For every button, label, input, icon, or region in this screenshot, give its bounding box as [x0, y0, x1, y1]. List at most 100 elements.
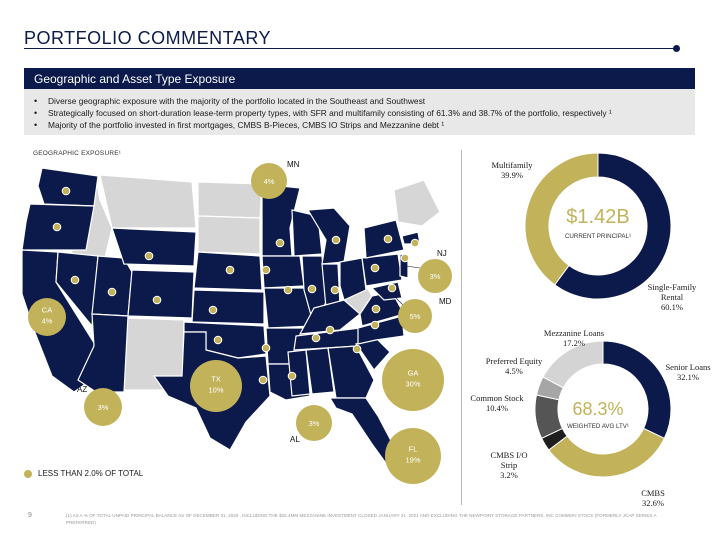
donut2-label-senior: Senior Loans 32.1% — [665, 362, 711, 382]
bubble-ca — [28, 298, 66, 336]
bubble-ga — [382, 349, 444, 411]
dot-wyoming — [144, 251, 154, 261]
state-north-carolina — [357, 315, 405, 345]
dot-missouri — [283, 285, 293, 295]
dot-north-carolina — [370, 320, 380, 330]
state-label-al: AL — [290, 435, 300, 444]
dot-massachusetts — [410, 238, 420, 248]
legend-label: LESS THAN 2.0% OF TOTAL — [38, 469, 144, 478]
dot-tennessee — [325, 325, 335, 335]
dot-indiana — [307, 284, 317, 294]
donut2-label-cmbs: CMBS 32.6% — [641, 488, 665, 508]
state-pennsylvania — [361, 253, 403, 287]
donut2-center-label: WEIGHTED AVG LTV¹ — [567, 423, 629, 430]
bubble-label-mn: 4% — [264, 177, 275, 186]
donut2-label-common: Common Stock 10.4% — [470, 393, 524, 413]
dot-wisconsin — [311, 333, 321, 343]
bubble-fl — [385, 428, 441, 484]
map-legend: LESS THAN 2.0% OF TOTAL — [24, 469, 143, 478]
state-label-mn: MN — [287, 160, 300, 169]
dot-iowa — [261, 265, 271, 275]
bullet-item: Diverse geographic exposure with the maj… — [34, 95, 685, 107]
dot-ohio — [330, 285, 340, 295]
page-title: PORTFOLIO COMMENTARY — [24, 28, 272, 48]
dot-pennsylvania — [370, 263, 380, 273]
dot-oregon — [52, 222, 62, 232]
state-new-england — [393, 179, 441, 227]
bubble-label-fl: FL 19% — [405, 445, 420, 465]
donut1-label-sfr: Single-Family Rental 60.1% — [647, 282, 697, 312]
state-nevada — [55, 251, 99, 328]
dot-arkansas — [261, 343, 271, 353]
bubble-label-ga: GA 30% — [405, 369, 420, 389]
donut2-label-mezzanine: Mezzanine Loans 17.2% — [543, 328, 605, 348]
dot-kentucky — [352, 344, 362, 354]
dot-colorado — [152, 295, 162, 305]
dot-illinois — [287, 371, 297, 381]
dot-utah — [107, 287, 117, 297]
bubble-az — [84, 388, 122, 426]
state-colorado — [127, 269, 195, 319]
bullet-item: Majority of the portfolio invested in fi… — [34, 119, 685, 131]
state-kentucky — [298, 299, 361, 335]
dot-oklahoma — [213, 335, 223, 345]
bubble-nj — [418, 259, 452, 293]
bubble-label-tx: TX 10% — [208, 375, 223, 395]
small-holding-dots — [52, 186, 420, 385]
section-banner: Geographic and Asset Type Exposure — [24, 68, 695, 89]
state-abbreviations: MN NJ MD AZ AL — [77, 160, 452, 444]
bubble-mn — [251, 163, 287, 199]
bubble-label-nj: 3% — [430, 272, 441, 281]
bubble-label-al: 3% — [309, 419, 320, 428]
state-utah — [91, 255, 133, 317]
state-georgia — [327, 345, 375, 399]
dot-nevada — [70, 275, 80, 285]
donut2-center-value: 68.3% — [572, 399, 624, 419]
legend-dot-icon — [24, 469, 32, 478]
bubble-label-az: 3% — [98, 403, 109, 412]
footnote: (1) AS A % OF TOTAL UNPAID PRINCIPAL BAL… — [66, 513, 657, 525]
state-ohio — [339, 257, 367, 301]
dot-kansas — [208, 305, 218, 315]
exposure-bubbles — [28, 163, 452, 484]
donut1-center-value: $1.42B — [566, 206, 630, 228]
state-alabama — [305, 347, 335, 395]
dot-minnesota — [275, 238, 285, 248]
dot-new-york — [383, 234, 393, 244]
vertical-divider — [461, 150, 462, 505]
dot-virginia — [371, 304, 381, 314]
bubble-label-md: 5% — [410, 312, 421, 321]
bubble-al — [296, 405, 332, 441]
title-rule — [24, 48, 676, 49]
state-wyoming — [111, 227, 197, 267]
bubble-md — [398, 299, 432, 333]
donut1-label-multifamily: Multifamily 39.9% — [491, 160, 533, 180]
state-kansas — [191, 289, 265, 325]
bullet-item: Strategically focused on short-duration … — [34, 107, 685, 119]
state-label-md: MD — [439, 297, 452, 306]
state-label-nj: NJ — [437, 249, 447, 258]
donut2-label-preferred: Preferred Equity 4.5% — [485, 356, 543, 376]
state-south-dakota — [197, 215, 261, 255]
donut2-label-cmbs-io: CMBS I/O Strip 3.2% — [490, 450, 528, 480]
state-minnesota — [261, 183, 301, 257]
state-virginia — [359, 291, 405, 327]
state-washington — [37, 167, 99, 207]
dot-south-carolina — [387, 283, 397, 293]
dot-michigan — [331, 235, 341, 245]
dot-louisiana — [258, 375, 268, 385]
geographic-exposure-label: GEOGRAPHIC EXPOSURE¹ — [33, 150, 122, 157]
page-number: 9 — [28, 512, 32, 519]
bubble-tx — [190, 360, 242, 412]
state-mississippi — [287, 349, 311, 397]
dot-nebraska — [225, 265, 235, 275]
bullet-box: Diverse geographic exposure with the maj… — [24, 89, 695, 135]
dot-washington — [61, 186, 71, 196]
state-montana — [99, 174, 197, 229]
donut1-center-label: CURRENT PRINCIPAL¹ — [564, 233, 632, 240]
bubble-label-ca: CA 4% — [42, 306, 53, 326]
title-rule-dot — [673, 45, 680, 52]
bubble-labels: 4% 3% 5% CA 4% 3% TX 10% 3% GA 30% FL 19% — [42, 177, 441, 465]
state-label-az: AZ — [77, 385, 87, 394]
